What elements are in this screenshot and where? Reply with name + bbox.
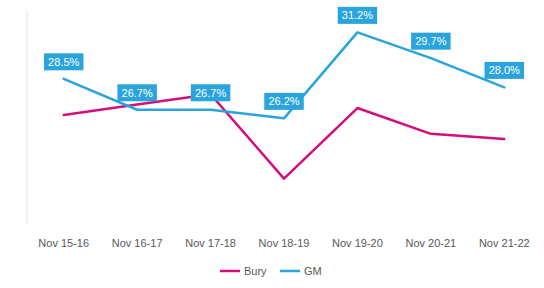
data-label: 26.2% [264, 93, 304, 110]
legend-swatch [220, 270, 240, 273]
legend-swatch [280, 270, 300, 273]
data-label-box [117, 84, 156, 101]
legend-label: GM [304, 265, 322, 277]
data-label-text: 26.2% [268, 95, 299, 107]
data-label-text: 31.2% [342, 9, 373, 21]
lines [64, 32, 505, 178]
data-label: 28.0% [485, 62, 525, 79]
x-tick-label: Nov 18-19 [259, 237, 310, 249]
data-label: 26.7% [117, 84, 156, 101]
data-label-box [191, 84, 231, 101]
x-tick-label: Nov 16-17 [112, 237, 163, 249]
x-tick-label: Nov 20-21 [405, 237, 456, 249]
data-label-text: 28.5% [48, 56, 79, 68]
data-label-text: 29.7% [415, 35, 446, 47]
data-label-box [338, 7, 378, 24]
x-tick-label: Nov 21-22 [479, 237, 530, 249]
x-tick-label: Nov 15-16 [38, 237, 89, 249]
data-label: 29.7% [411, 33, 451, 50]
legend-label: Bury [244, 265, 267, 277]
data-label-box [485, 62, 525, 79]
x-tick-label: Nov 17-18 [185, 237, 236, 249]
data-label-box [44, 53, 84, 70]
data-label-box [411, 33, 451, 50]
data-label-box [264, 93, 304, 110]
data-label: 31.2% [338, 7, 378, 24]
chart: Nov 15-16 Nov 16-17 Nov 17-18 Nov 18-19 Nov … [0, 0, 544, 288]
series-line [64, 32, 505, 118]
x-tick-label: Nov 19-20 [332, 237, 383, 249]
data-label-text: 28.0% [489, 64, 520, 76]
y-axis-line [27, 10, 28, 225]
data-label: 28.5% [44, 53, 84, 70]
data-label-text: 26.7% [195, 87, 226, 99]
data-label: 26.7% [191, 84, 231, 101]
data-label-text: 26.7% [122, 87, 153, 99]
